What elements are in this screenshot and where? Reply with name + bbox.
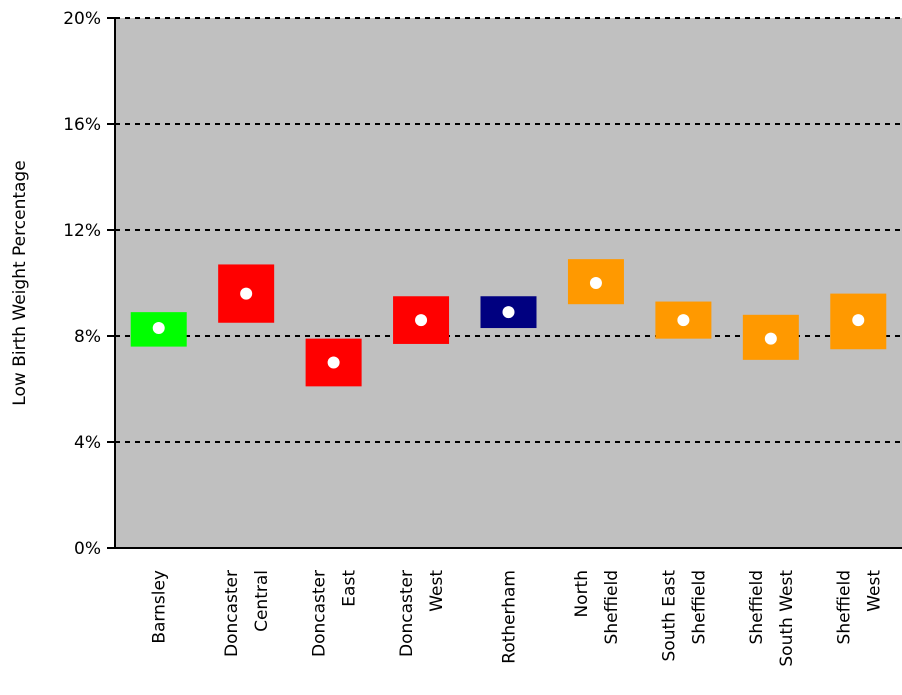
x-tick-label: Rotherham (500, 570, 520, 664)
data-point (852, 314, 865, 327)
x-tick-label: Sheffield (689, 570, 709, 644)
x-tick-label: Sheffield (747, 570, 767, 644)
y-axis-label: Low Birth Weight Percentage (10, 160, 30, 405)
x-tick-label: West (427, 570, 447, 612)
x-tick-label: East (340, 570, 360, 607)
y-tick-label: 0% (74, 539, 101, 559)
y-tick-label: 12% (63, 221, 101, 241)
x-tick-label: Sheffield (602, 570, 622, 644)
data-point (589, 277, 602, 289)
x-tick-label: Doncaster (222, 570, 242, 657)
y-tick-label: 4% (74, 433, 101, 453)
data-point (764, 332, 777, 345)
y-tick-label: 20% (63, 9, 101, 29)
x-tick-label: Doncaster (397, 570, 417, 657)
grid-lines (115, 17, 902, 443)
x-tick-label: West (864, 570, 884, 612)
y-axis-ticks: 0% 4% 8% 12% 16% 20% (63, 9, 115, 559)
data-points (152, 277, 865, 369)
y-tick-label: 8% (74, 327, 101, 347)
data-point (677, 314, 690, 327)
data-point (327, 356, 340, 369)
y-tick-label: 16% (63, 115, 101, 135)
data-point (415, 314, 428, 327)
x-tick-label: North (572, 570, 592, 618)
data-point (502, 306, 515, 319)
x-tick-label: Sheffield (834, 570, 854, 644)
x-tick-label: Barnsley (150, 570, 170, 644)
x-tick-label: Doncaster (310, 570, 330, 657)
x-tick-label: South East (659, 570, 679, 662)
x-axis-labels: Barnsley Doncaster Central Doncaster East Don… (150, 570, 885, 667)
x-tick-label: Central (252, 570, 272, 632)
data-point (152, 322, 165, 335)
x-tick-label: South West (777, 570, 797, 667)
data-point (240, 287, 253, 300)
